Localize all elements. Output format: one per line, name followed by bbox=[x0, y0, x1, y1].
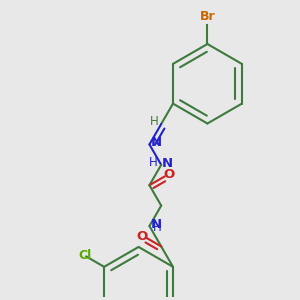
Text: O: O bbox=[136, 230, 148, 243]
Text: O: O bbox=[163, 168, 174, 182]
Text: Br: Br bbox=[200, 10, 215, 23]
Text: H: H bbox=[153, 221, 162, 234]
Text: N: N bbox=[150, 136, 161, 149]
Text: N: N bbox=[150, 218, 161, 231]
Text: N: N bbox=[162, 157, 173, 170]
Text: H: H bbox=[148, 156, 157, 169]
Text: H: H bbox=[149, 115, 158, 128]
Text: Cl: Cl bbox=[78, 249, 92, 262]
